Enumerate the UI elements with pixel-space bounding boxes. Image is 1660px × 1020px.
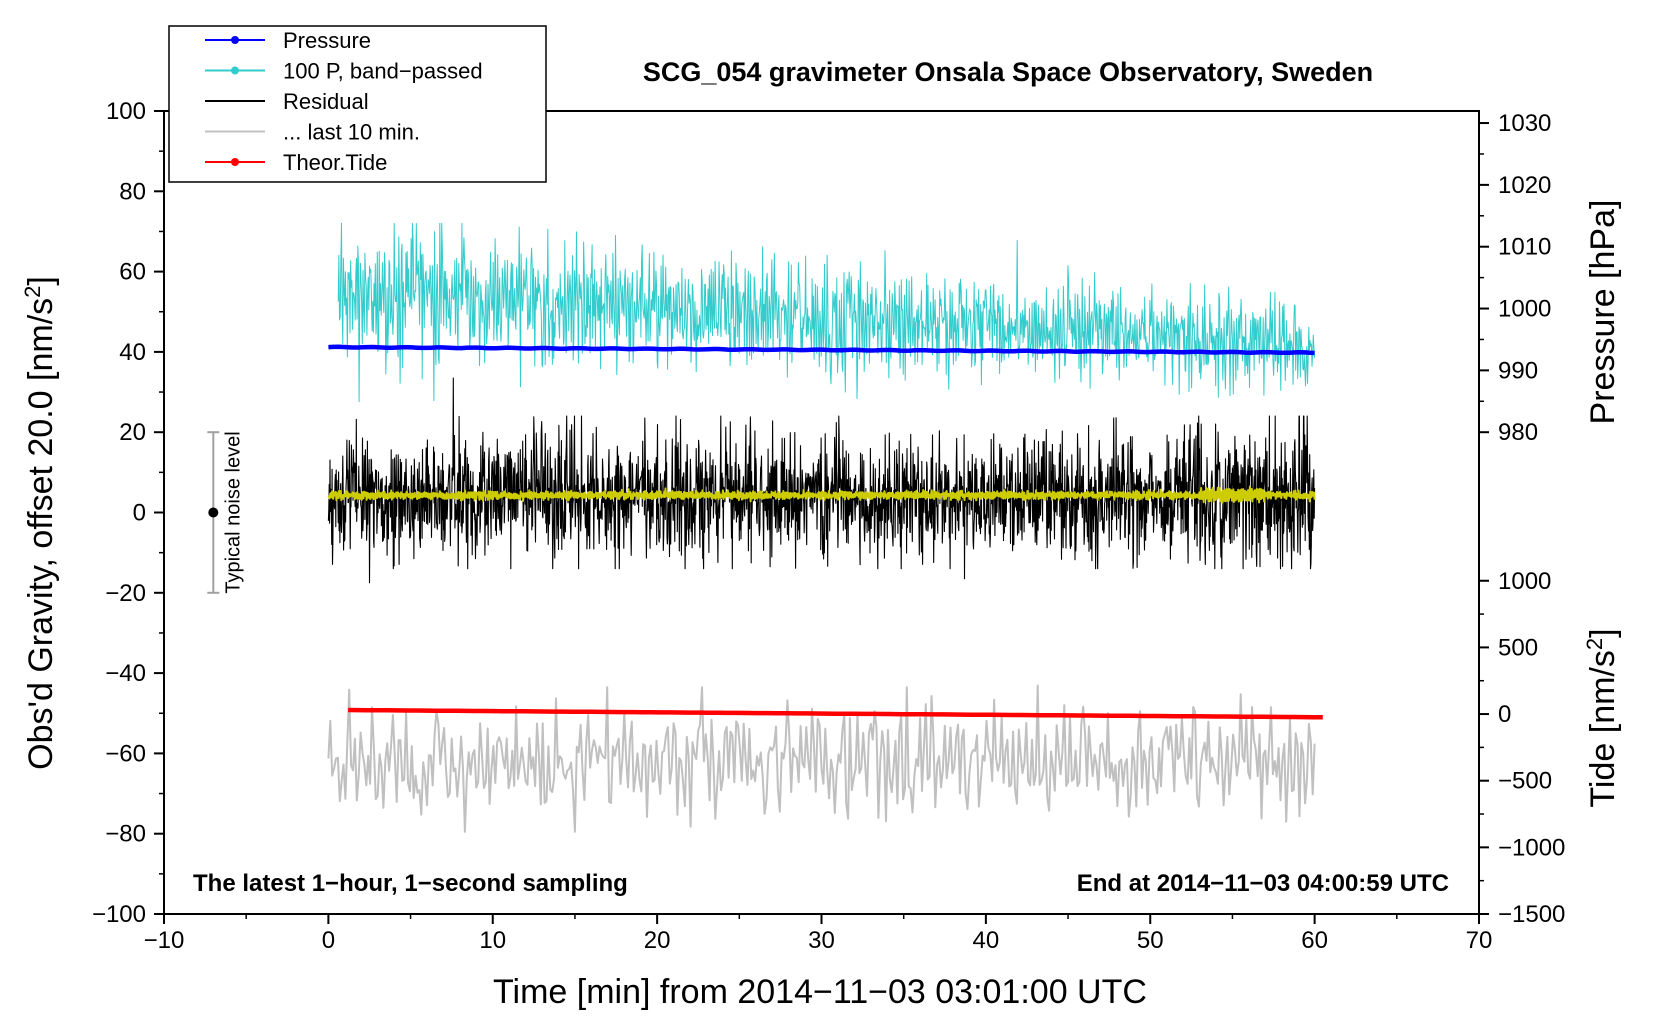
tide-axis-tick-label: −1500 — [1498, 901, 1565, 928]
series-last-10-min-line — [327, 684, 1316, 833]
noise-level-center-dot — [208, 507, 219, 518]
x-tick-label: 70 — [1466, 927, 1493, 954]
y-tick-label: −60 — [105, 740, 146, 767]
y-tick-label: −100 — [92, 901, 146, 928]
y-axis-label-gravity-main: Obs'd Gravity, offset 20.0 [nm/s — [22, 298, 60, 770]
y-tick-label: 60 — [119, 259, 146, 286]
series-last-10-min-smoothed-line — [327, 485, 1316, 504]
x-tick-label: 40 — [973, 927, 1000, 954]
pressure-axis-tick-label: 990 — [1498, 357, 1538, 384]
x-tick-label: 60 — [1301, 927, 1328, 954]
tide-axis-tick-label: −1000 — [1498, 834, 1565, 861]
y-tick-label: 40 — [119, 339, 146, 366]
y-axis-label-gravity: Obs'd Gravity, offset 20.0 [nm/s2] — [20, 276, 61, 770]
chart-title: SCG_054 gravimeter Onsala Space Observat… — [643, 57, 1373, 87]
y-tick-label: −20 — [105, 580, 146, 607]
pressure-axis-tick-label: 1010 — [1498, 234, 1551, 261]
legend-label-pressure: Pressure — [283, 28, 371, 53]
y-axis-label-gravity-sup: 2 — [20, 286, 45, 298]
series-residual-line — [327, 377, 1316, 584]
x-tick-label: 50 — [1137, 927, 1164, 954]
legend: Pressure 100 P, band−passed Residual ... la… — [168, 25, 547, 183]
y-axis-label-tide-close: ] — [1584, 628, 1622, 637]
legend-marker-pressure — [231, 36, 239, 44]
pressure-axis-tick-label: 1030 — [1498, 110, 1551, 137]
series-pressure-line — [328, 344, 1315, 356]
x-tick-label: 20 — [644, 927, 671, 954]
tide-axis-tick-label: 500 — [1498, 634, 1538, 661]
legend-label-100-p-band-passed: 100 P, band−passed — [283, 59, 483, 84]
legend-label-residual: Residual — [283, 89, 369, 114]
y-axis-label-pressure: Pressure [hPa] — [1584, 200, 1622, 425]
legend-marker-theor-tide — [231, 158, 239, 166]
y-tick-label: 100 — [106, 98, 146, 125]
series-layer — [327, 222, 1323, 833]
y-axis-label-tide-main: Tide [nm/s — [1584, 650, 1622, 807]
y-axis-label-gravity-close: ] — [22, 276, 60, 285]
legend-label-theor-tide: Theor.Tide — [283, 150, 387, 175]
y-tick-label: −40 — [105, 660, 146, 687]
y-axis-label-tide-sup: 2 — [1582, 638, 1607, 650]
annotation-end-time: End at 2014−11−03 04:00:59 UTC — [1077, 870, 1449, 897]
annotation-sampling: The latest 1−hour, 1−second sampling — [193, 870, 628, 897]
pressure-axis-tick-label: 1000 — [1498, 296, 1551, 323]
x-tick-label: 30 — [808, 927, 835, 954]
legend-box — [168, 25, 547, 183]
x-axis-label: Time [min] from 2014−11−03 03:01:00 UTC — [493, 973, 1147, 1011]
legend-label-last-10-min: ... last 10 min. — [283, 120, 420, 145]
y-tick-label: 0 — [133, 500, 146, 527]
x-tick-label: −10 — [144, 927, 185, 954]
x-tick-label: 0 — [322, 927, 335, 954]
pressure-axis-tick-label: 1020 — [1498, 172, 1551, 199]
noise-level-label: Typical noise level — [222, 431, 244, 593]
tide-axis-tick-label: −500 — [1498, 768, 1552, 795]
legend-marker-100-p-band-passed — [231, 66, 239, 75]
tide-axis-tick-label: 1000 — [1498, 568, 1551, 595]
series-theor-tide-line — [348, 707, 1323, 720]
noise-level-indicator: Typical noise level — [207, 431, 244, 594]
x-tick-label: 10 — [479, 927, 506, 954]
tide-axis-tick-label: 0 — [1498, 701, 1511, 728]
y-axis-label-tide: Tide [nm/s2] — [1582, 628, 1623, 807]
series-100-p-band-passed-line — [337, 222, 1316, 403]
pressure-axis-tick-label: 980 — [1498, 419, 1538, 446]
y-tick-label: 80 — [119, 178, 146, 205]
axes-layer: −10 0 10 20 30 40 50 60 70−100−80−60−40−20020406… — [92, 98, 1565, 954]
y-tick-label: −80 — [105, 821, 146, 848]
y-tick-label: 20 — [119, 419, 146, 446]
